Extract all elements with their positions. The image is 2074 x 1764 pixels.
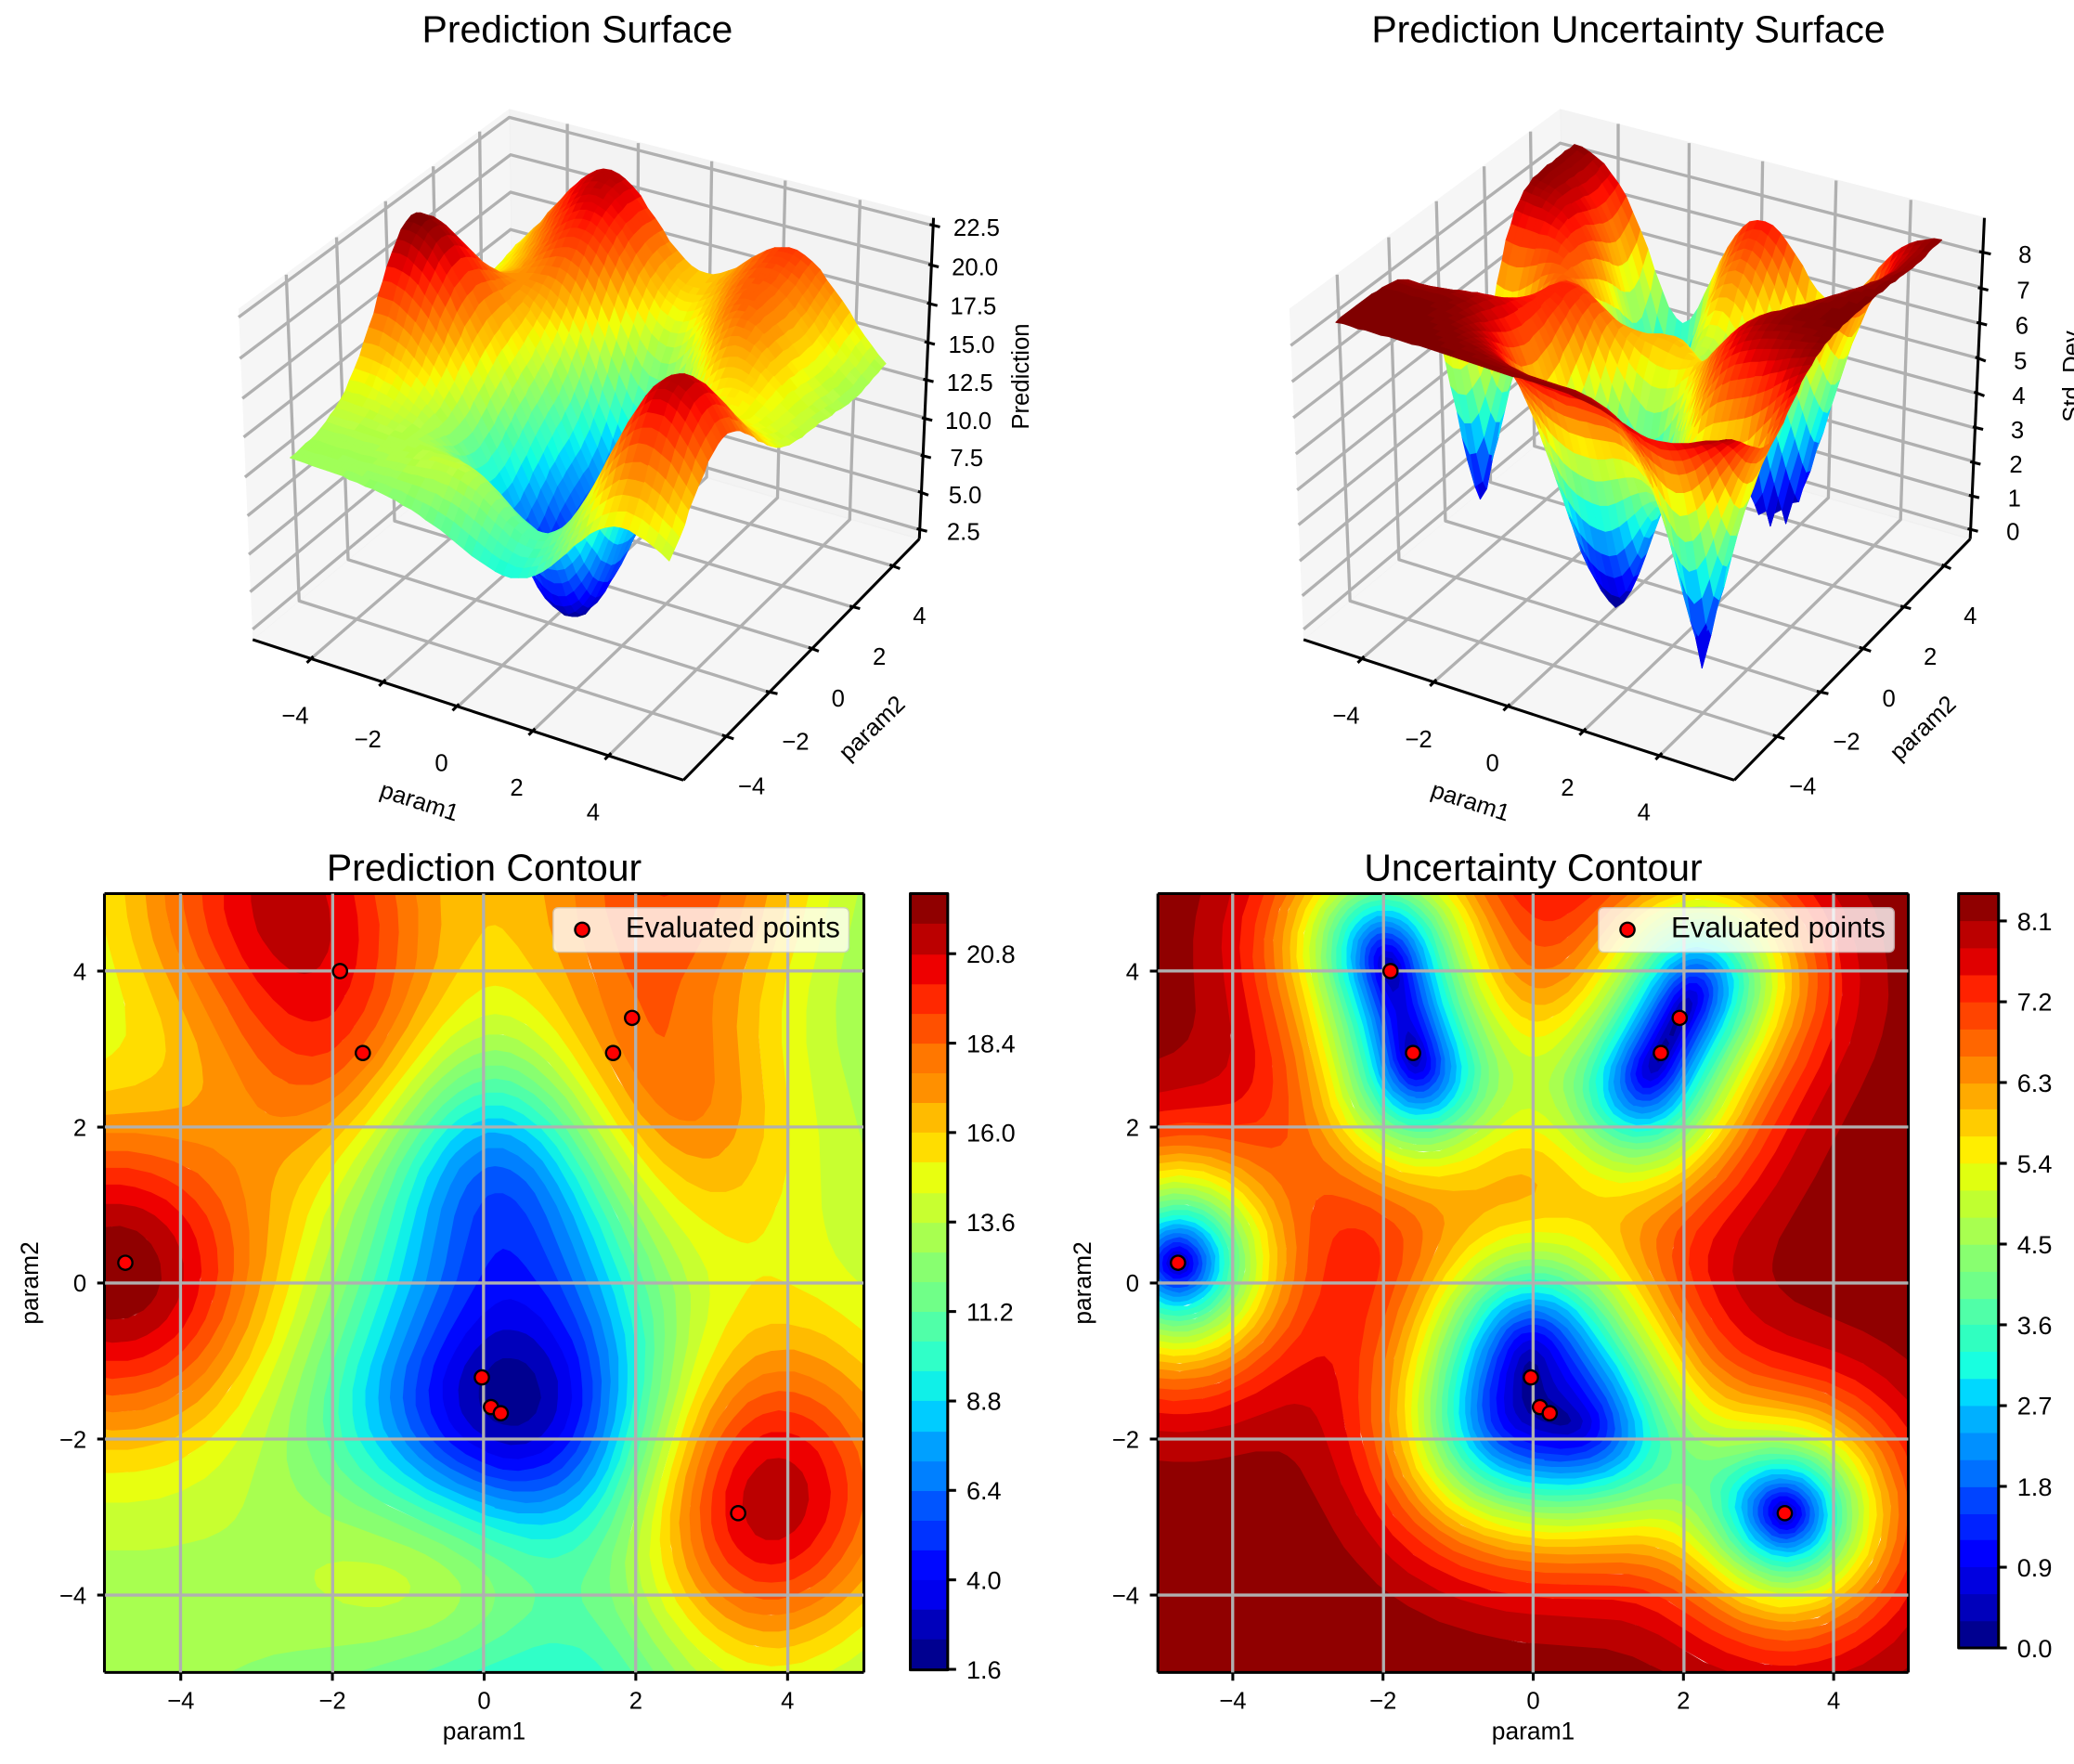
- svg-text:5.0: 5.0: [949, 483, 982, 509]
- svg-text:Prediction: Prediction: [1008, 323, 1034, 429]
- svg-text:6.3: 6.3: [2017, 1069, 2053, 1097]
- svg-text:−2: −2: [1112, 1427, 1139, 1453]
- svg-text:Uncertainty Contour: Uncertainty Contour: [1364, 847, 1702, 889]
- svg-text:7.2: 7.2: [2017, 988, 2053, 1017]
- svg-text:7: 7: [2016, 278, 2029, 304]
- svg-text:−2: −2: [1369, 1688, 1396, 1714]
- svg-text:−2: −2: [782, 730, 809, 756]
- svg-text:4: 4: [1638, 800, 1651, 826]
- svg-text:0: 0: [73, 1271, 86, 1297]
- svg-text:4: 4: [1964, 603, 1977, 629]
- svg-text:15.0: 15.0: [949, 332, 995, 358]
- svg-text:param1: param1: [1492, 1717, 1575, 1745]
- svg-text:16.0: 16.0: [966, 1119, 1016, 1148]
- svg-text:22.5: 22.5: [953, 215, 1000, 241]
- svg-text:−4: −4: [167, 1688, 194, 1714]
- svg-text:18.4: 18.4: [966, 1029, 1016, 1057]
- svg-text:8: 8: [2018, 242, 2031, 268]
- svg-text:2.7: 2.7: [2017, 1392, 2053, 1420]
- svg-text:Evaluated points: Evaluated points: [1671, 912, 1886, 944]
- svg-text:1: 1: [2008, 486, 2021, 512]
- svg-text:0: 0: [1883, 686, 1896, 712]
- svg-text:param2: param2: [16, 1241, 44, 1324]
- svg-text:−4: −4: [281, 703, 308, 729]
- svg-text:−4: −4: [1219, 1688, 1246, 1714]
- svg-text:4: 4: [2012, 383, 2025, 409]
- svg-text:4: 4: [781, 1688, 794, 1714]
- svg-text:2: 2: [1126, 1115, 1139, 1141]
- svg-text:8.8: 8.8: [966, 1387, 1002, 1416]
- svg-text:−4: −4: [738, 774, 765, 800]
- svg-text:4: 4: [587, 800, 600, 826]
- svg-text:0: 0: [832, 686, 845, 712]
- svg-text:2.5: 2.5: [947, 520, 980, 546]
- svg-text:−2: −2: [1405, 727, 1432, 753]
- svg-text:0: 0: [1526, 1688, 1539, 1714]
- svg-text:0: 0: [434, 751, 447, 777]
- svg-text:2: 2: [873, 644, 886, 670]
- svg-text:0: 0: [1126, 1271, 1139, 1297]
- svg-text:Prediction Surface: Prediction Surface: [422, 8, 733, 51]
- svg-text:−4: −4: [1112, 1583, 1139, 1609]
- svg-text:1.6: 1.6: [966, 1655, 1002, 1684]
- svg-text:4: 4: [1126, 959, 1139, 985]
- svg-text:−2: −2: [1833, 730, 1860, 756]
- svg-text:8.1: 8.1: [2017, 907, 2053, 936]
- svg-text:−4: −4: [59, 1583, 86, 1609]
- svg-text:20.0: 20.0: [952, 255, 998, 281]
- svg-text:13.6: 13.6: [966, 1208, 1016, 1237]
- svg-text:2: 2: [629, 1688, 642, 1714]
- svg-text:5.4: 5.4: [2017, 1149, 2053, 1178]
- svg-text:−2: −2: [59, 1427, 86, 1453]
- svg-text:4: 4: [1827, 1688, 1840, 1714]
- svg-text:−4: −4: [1332, 703, 1359, 729]
- svg-text:Prediction Contour: Prediction Contour: [327, 847, 642, 889]
- svg-text:2: 2: [73, 1115, 86, 1141]
- svg-text:4.5: 4.5: [2017, 1230, 2053, 1259]
- svg-text:0: 0: [2006, 520, 2019, 546]
- svg-text:7.5: 7.5: [950, 446, 983, 472]
- svg-text:−2: −2: [318, 1688, 345, 1714]
- svg-text:3.6: 3.6: [2017, 1311, 2053, 1340]
- svg-text:3: 3: [2011, 418, 2024, 444]
- svg-text:12.5: 12.5: [947, 370, 993, 396]
- svg-text:4: 4: [73, 959, 86, 985]
- svg-text:6: 6: [2016, 314, 2029, 340]
- svg-text:6.4: 6.4: [966, 1476, 1002, 1505]
- svg-text:11.2: 11.2: [966, 1297, 1014, 1326]
- svg-text:−2: −2: [354, 727, 381, 753]
- svg-text:Evaluated points: Evaluated points: [626, 912, 840, 944]
- svg-text:4.0: 4.0: [966, 1566, 1002, 1595]
- svg-text:2: 2: [1924, 644, 1937, 670]
- svg-text:param1: param1: [443, 1717, 525, 1745]
- svg-text:0: 0: [1485, 751, 1498, 777]
- svg-text:2: 2: [510, 775, 523, 801]
- svg-text:0.9: 0.9: [2017, 1553, 2053, 1582]
- svg-text:Prediction Uncertainty Surface: Prediction Uncertainty Surface: [1371, 8, 1885, 51]
- svg-text:0.0: 0.0: [2017, 1634, 2053, 1663]
- svg-text:5: 5: [2014, 348, 2027, 374]
- svg-text:1.8: 1.8: [2017, 1472, 2053, 1501]
- svg-text:Std. Dev: Std. Dev: [2059, 331, 2074, 422]
- svg-text:2: 2: [1677, 1688, 1690, 1714]
- svg-text:param2: param2: [1069, 1241, 1096, 1324]
- svg-text:2: 2: [2009, 452, 2022, 478]
- svg-text:17.5: 17.5: [950, 293, 996, 319]
- svg-text:−4: −4: [1789, 774, 1816, 800]
- svg-text:2: 2: [1561, 775, 1574, 801]
- svg-text:10.0: 10.0: [945, 409, 992, 435]
- svg-text:20.8: 20.8: [966, 940, 1016, 968]
- svg-text:4: 4: [913, 603, 926, 629]
- svg-text:0: 0: [477, 1688, 490, 1714]
